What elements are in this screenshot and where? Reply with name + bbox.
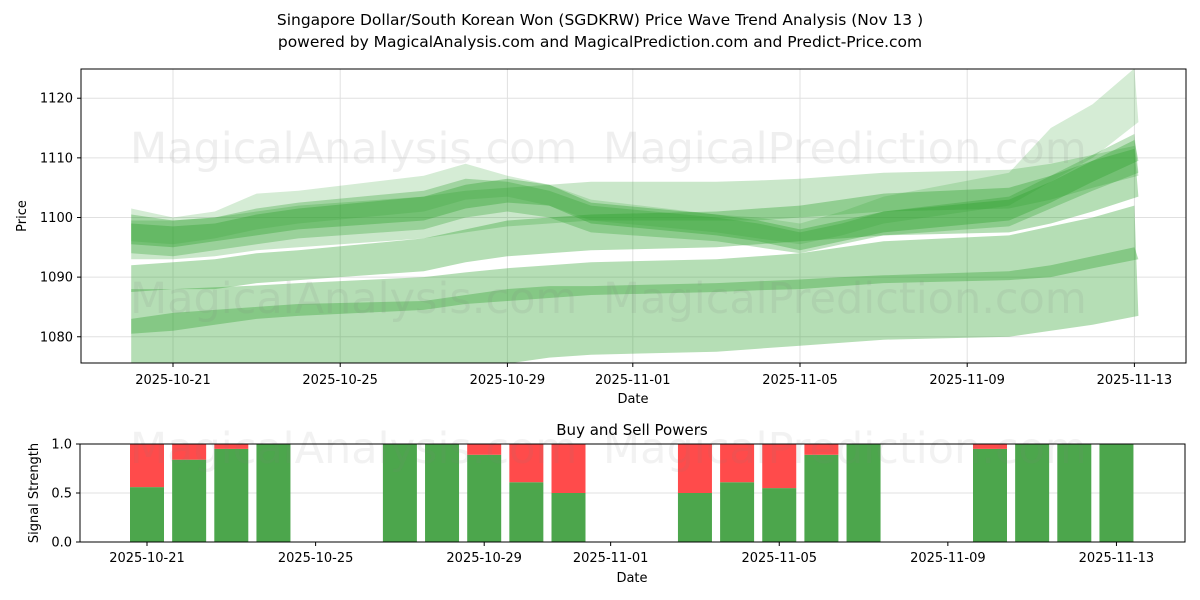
signal-x-tick: 2025-10-29 (446, 551, 522, 566)
price-x-label: Date (617, 392, 648, 407)
buy-power-bar (1099, 444, 1133, 542)
signal-y-tick: 0.0 (51, 536, 72, 551)
price-y-tick: 1120 (40, 92, 73, 107)
watermark-magicalprediction-mid: MagicalPrediction.com (603, 274, 1087, 324)
price-y-tick: 1080 (40, 330, 73, 345)
price-x-tick: 2025-10-21 (135, 373, 211, 388)
signal-x-label: Date (616, 571, 647, 586)
chart-canvas: MagicalAnalysis.com MagicalPrediction.co… (0, 0, 1200, 600)
price-y-tick: 1100 (40, 211, 73, 226)
signal-x-tick: 2025-10-25 (278, 551, 354, 566)
price-x-axis: 2025-10-21 2025-10-25 2025-10-29 2025-11-01… (135, 363, 1172, 388)
signal-x-tick: 2025-11-01 (573, 551, 649, 566)
signal-x-tick: 2025-11-09 (910, 551, 986, 566)
buy-sell-power-chart: Buy and Sell Powers MagicalAnalysis.com … (27, 421, 1185, 586)
price-y-axis: 1080 1090 1100 1110 1120 (40, 92, 81, 346)
watermark-magicalprediction-bottom: MagicalPrediction.com (603, 424, 1087, 474)
price-y-tick: 1090 (40, 271, 73, 286)
signal-y-tick: 1.0 (51, 438, 72, 453)
watermark-magicalanalysis-top: MagicalAnalysis.com (130, 124, 577, 174)
buy-power-bar (762, 488, 796, 542)
signal-y-tick: 0.5 (51, 487, 72, 502)
signal-x-tick: 2025-11-13 (1079, 551, 1155, 566)
price-x-tick: 2025-11-01 (595, 373, 671, 388)
price-x-tick: 2025-10-25 (302, 373, 378, 388)
watermark-magicalprediction-top: MagicalPrediction.com (603, 124, 1087, 174)
buy-power-bar (552, 493, 586, 542)
price-x-tick: 2025-11-13 (1097, 373, 1173, 388)
buy-power-bar (678, 493, 712, 542)
buy-power-bar (720, 482, 754, 542)
price-y-tick: 1110 (40, 151, 73, 166)
watermark-magicalanalysis-mid: MagicalAnalysis.com (130, 274, 577, 324)
watermark-magicalanalysis-bottom: MagicalAnalysis.com (130, 424, 577, 474)
buy-power-bar (509, 482, 543, 542)
signal-watermarks: MagicalAnalysis.com MagicalPrediction.co… (130, 424, 1087, 474)
signal-x-tick: 2025-11-05 (741, 551, 817, 566)
price-x-tick: 2025-11-05 (762, 373, 838, 388)
price-x-tick: 2025-10-29 (470, 373, 546, 388)
price-wave-chart: MagicalAnalysis.com MagicalPrediction.co… (15, 68, 1186, 407)
signal-x-tick: 2025-10-21 (109, 551, 185, 566)
price-x-tick: 2025-11-09 (929, 373, 1005, 388)
buy-power-bar (130, 487, 164, 542)
signal-x-axis: 2025-10-21 2025-10-25 2025-10-29 2025-11-01… (109, 542, 1154, 566)
price-y-label: Price (15, 200, 30, 232)
signal-y-label: Signal Strength (27, 443, 42, 543)
signal-y-axis: 0.0 0.5 1.0 (51, 438, 80, 551)
